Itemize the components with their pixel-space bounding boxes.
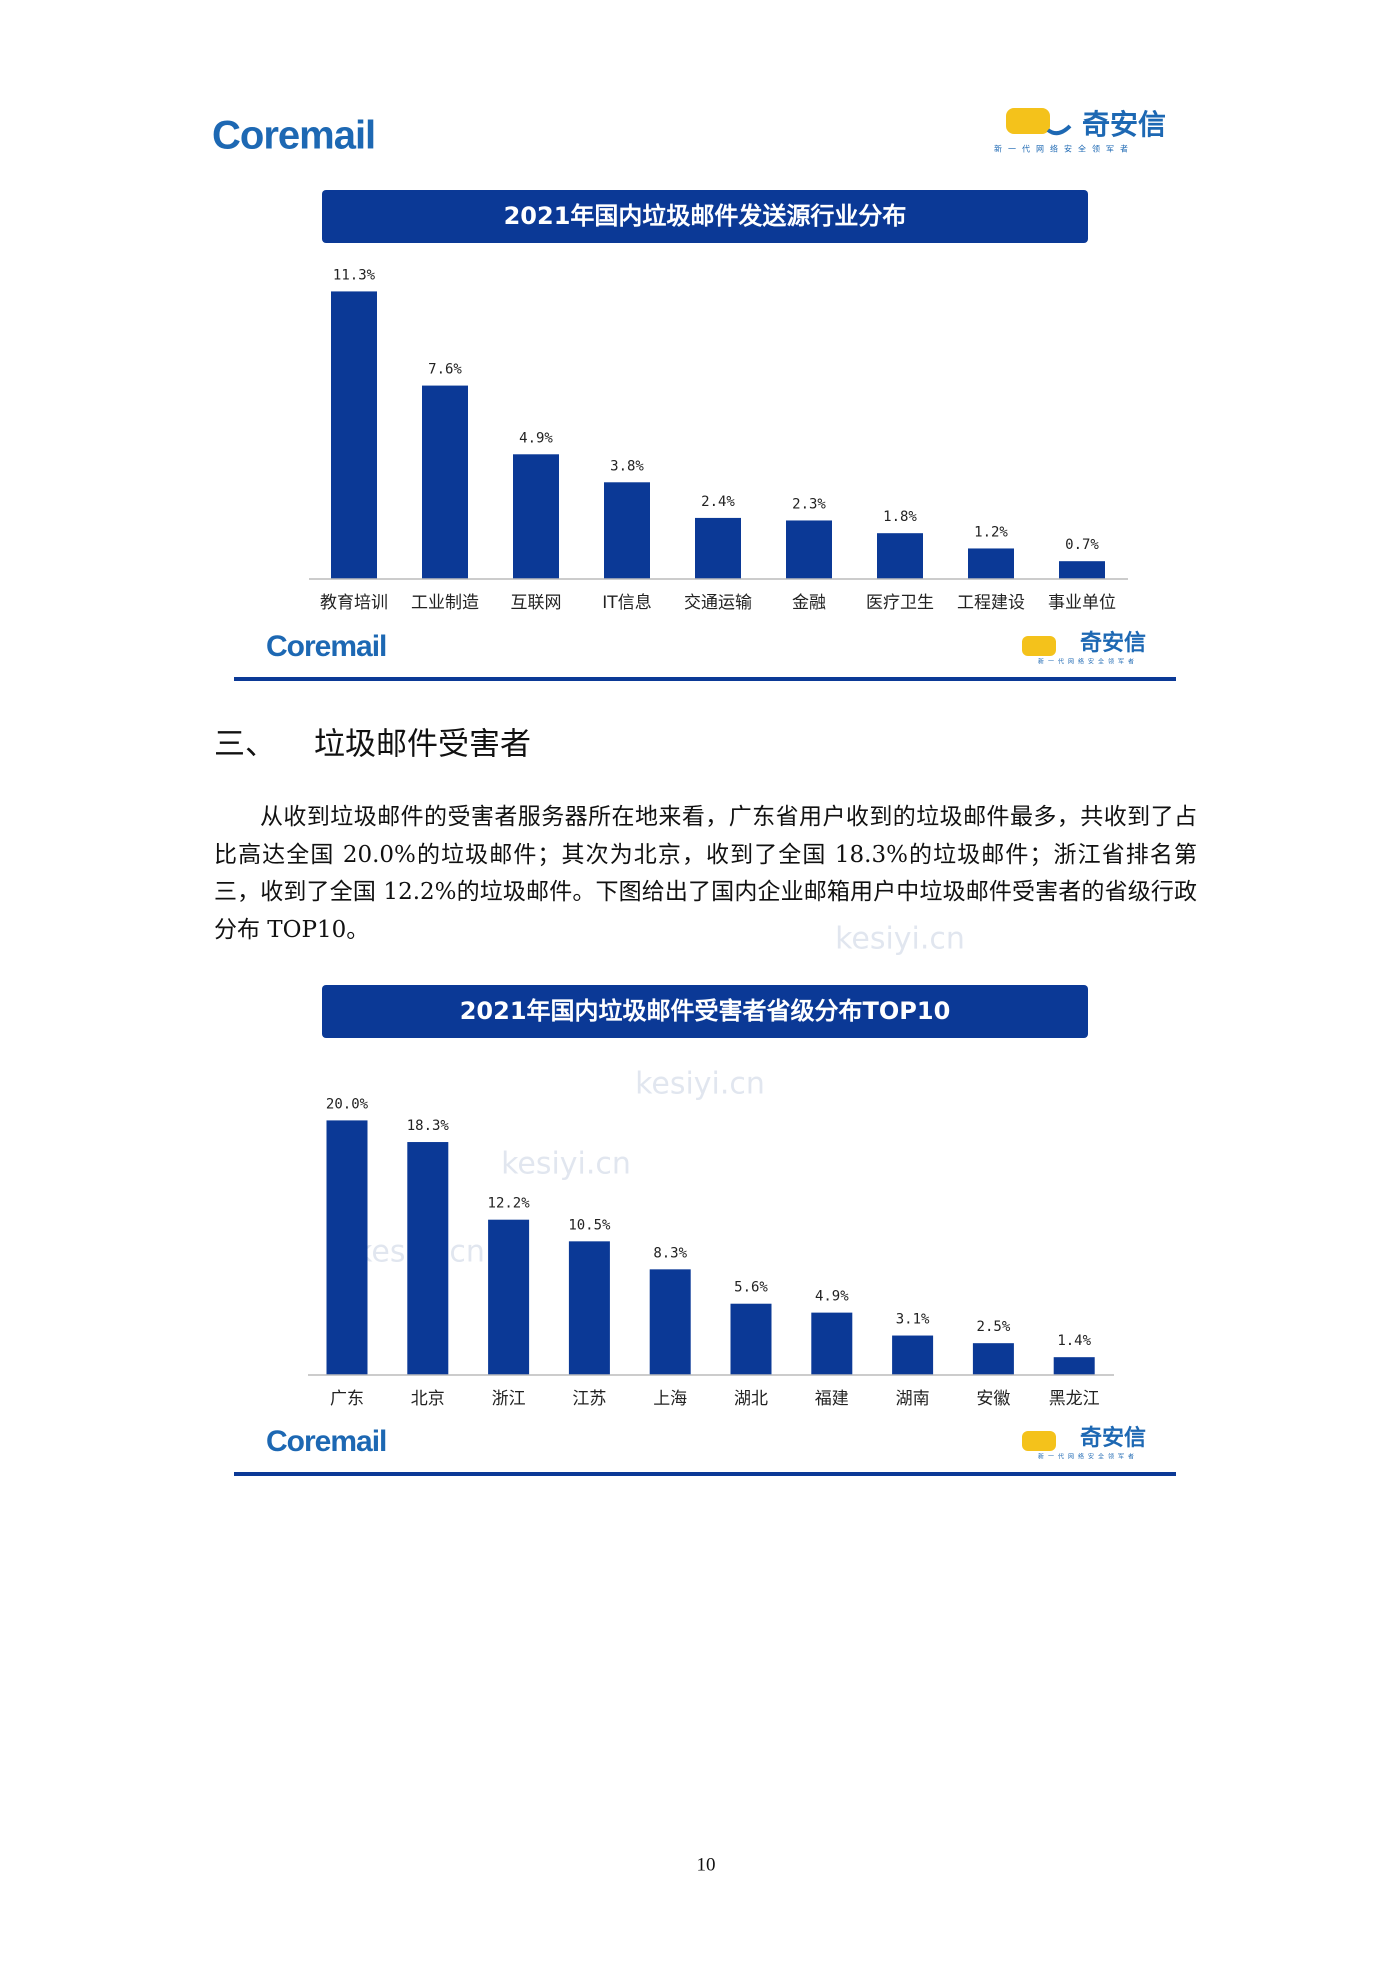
value-label: 12.2% (488, 1196, 531, 1212)
bottom-rule (234, 677, 1176, 681)
category-label: 北京 (411, 1389, 445, 1409)
bar (331, 291, 377, 579)
value-label: 2.4% (701, 494, 735, 510)
category-label: 医疗卫生 (866, 593, 934, 613)
category-label: 事业单位 (1048, 593, 1116, 613)
bar (1053, 1357, 1095, 1375)
qianxin-logo: 奇安信 (1080, 630, 1146, 656)
value-label: 20.0% (326, 1096, 369, 1112)
watermark: kesiyi.cn (835, 922, 965, 957)
qianxin-tagline: 新一代网络安全领军者 (1038, 1453, 1138, 1461)
bar (326, 1120, 368, 1375)
category-label: IT信息 (602, 593, 651, 613)
qianxin-icon (1022, 636, 1056, 656)
chart-title: 2021年国内垃圾邮件受害者省级分布TOP10 (460, 997, 951, 1025)
bar (968, 548, 1014, 579)
bar (811, 1312, 853, 1375)
value-label: 2.5% (977, 1319, 1011, 1335)
qianxin-tagline: 新一代网络安全领军者 (994, 144, 1134, 154)
section-number: 三、 (214, 727, 276, 763)
qianxin-logo: 奇安信 (1080, 1425, 1146, 1451)
category-label: 工程建设 (957, 593, 1025, 613)
category-label: 黑龙江 (1049, 1389, 1100, 1409)
coremail-logo: Coremail (266, 630, 386, 663)
value-label: 1.4% (1057, 1333, 1091, 1349)
watermark: kesiyi.cn (635, 1067, 765, 1102)
value-label: 10.5% (568, 1217, 611, 1233)
bar (972, 1343, 1014, 1375)
bar (892, 1335, 934, 1375)
category-label: 金融 (792, 593, 826, 613)
title-banner (322, 985, 1088, 1038)
category-label: 上海 (653, 1389, 687, 1409)
category-label: 工业制造 (411, 593, 479, 613)
bar (513, 454, 559, 579)
value-label: 18.3% (407, 1118, 450, 1134)
bar (568, 1241, 610, 1375)
watermark: kesiyi.cn (501, 1147, 631, 1182)
category-label: 湖北 (734, 1389, 768, 1409)
value-label: 4.9% (815, 1289, 849, 1305)
bar (488, 1219, 530, 1375)
qianxin-icon (1022, 1431, 1056, 1451)
bar (1059, 561, 1105, 579)
qianxin-icon (1006, 108, 1072, 136)
value-label: 4.9% (519, 430, 553, 446)
qianxin-logo: 奇安信 (1082, 108, 1166, 141)
category-label: 教育培训 (320, 593, 388, 613)
category-label: 浙江 (492, 1389, 526, 1409)
bar (730, 1303, 772, 1375)
value-label: 5.6% (734, 1280, 768, 1296)
bar (407, 1142, 449, 1375)
bar (604, 482, 650, 579)
value-label: 8.3% (653, 1245, 687, 1261)
title-banner (322, 190, 1088, 243)
section-heading: 垃圾邮件受害者 (314, 727, 531, 763)
body-paragraph: 从收到垃圾邮件的受害者服务器所在地来看，广东省用户收到的垃圾邮件最多，共收到了占… (214, 804, 1197, 943)
coremail-logo: Coremail (212, 114, 375, 158)
qianxin-tagline: 新一代网络安全领军者 (1038, 658, 1138, 666)
value-label: 7.6% (428, 362, 462, 378)
category-label: 安徽 (976, 1389, 1010, 1409)
value-label: 0.7% (1065, 537, 1099, 553)
bar (649, 1269, 691, 1375)
bar (877, 533, 923, 579)
value-label: 1.2% (974, 524, 1008, 540)
bar (786, 520, 832, 579)
value-label: 1.8% (883, 509, 917, 525)
coremail-logo: Coremail (266, 1425, 386, 1458)
value-label: 2.3% (792, 496, 826, 512)
category-label: 互联网 (511, 593, 562, 613)
value-label: 3.8% (610, 458, 644, 474)
category-label: 江苏 (572, 1389, 606, 1409)
bottom-rule (234, 1472, 1176, 1476)
category-label: 湖南 (896, 1389, 930, 1409)
value-label: 11.3% (333, 267, 376, 283)
category-label: 福建 (815, 1389, 849, 1409)
bar (422, 385, 468, 579)
category-label: 交通运输 (684, 593, 752, 613)
chart-title: 2021年国内垃圾邮件发送源行业分布 (504, 202, 907, 230)
value-label: 3.1% (896, 1312, 930, 1328)
bar (695, 517, 741, 579)
page-number: 10 (697, 1854, 716, 1875)
category-label: 广东 (330, 1389, 364, 1409)
